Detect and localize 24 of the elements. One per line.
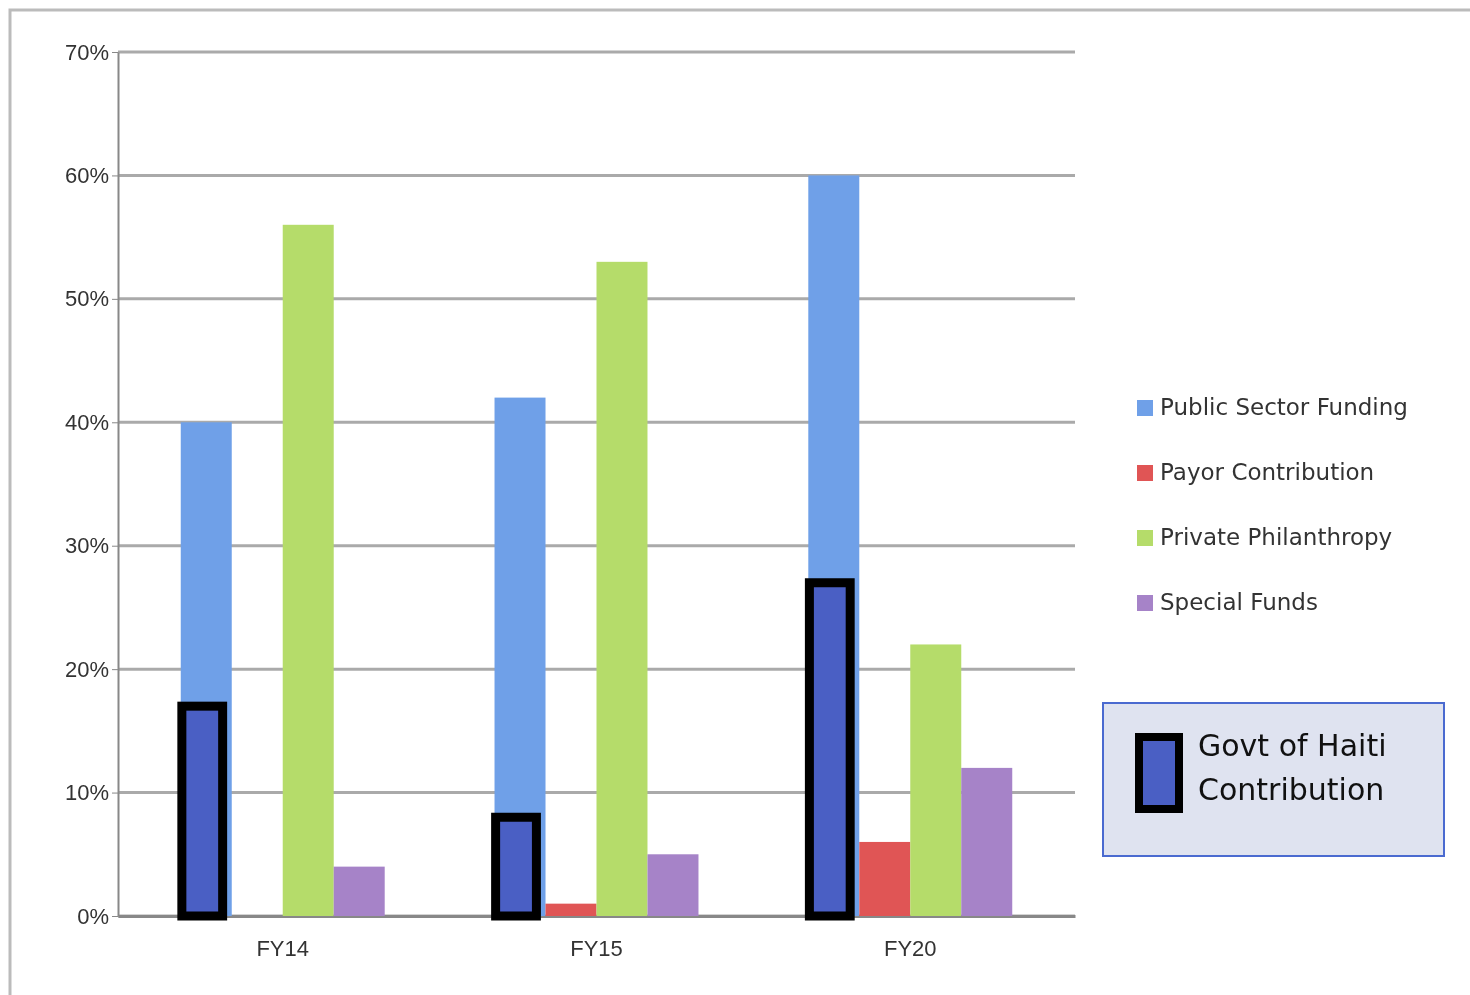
y-tick-label: 70% — [64, 39, 109, 65]
legend-label: Payor Contribution — [1160, 459, 1375, 485]
bar — [910, 644, 962, 916]
x-tick-label: FY20 — [883, 935, 937, 961]
x-tick-label: FY15 — [570, 935, 623, 961]
legend-label: Public Sector Funding — [1160, 394, 1408, 420]
bar — [545, 903, 597, 916]
x-tick-label: FY14 — [256, 935, 310, 961]
y-tick-label: 30% — [64, 533, 109, 559]
y-tick-label: 60% — [64, 162, 109, 188]
bar — [333, 866, 385, 916]
bar — [596, 261, 648, 916]
legend-label: Govt of Haiti Contribution — [1198, 728, 1387, 807]
legend-label: Special Funds — [1160, 589, 1318, 615]
y-tick-label: 10% — [64, 780, 109, 806]
bar — [859, 841, 911, 916]
y-tick-label: 50% — [64, 286, 109, 312]
y-tick-label: 20% — [64, 656, 109, 682]
bar — [961, 767, 1013, 916]
legend-label: Private Philanthropy — [1160, 524, 1393, 550]
bar — [282, 224, 334, 916]
y-tick-label: 0% — [77, 903, 109, 929]
y-tick-label: 40% — [64, 409, 109, 435]
bar — [647, 854, 699, 916]
